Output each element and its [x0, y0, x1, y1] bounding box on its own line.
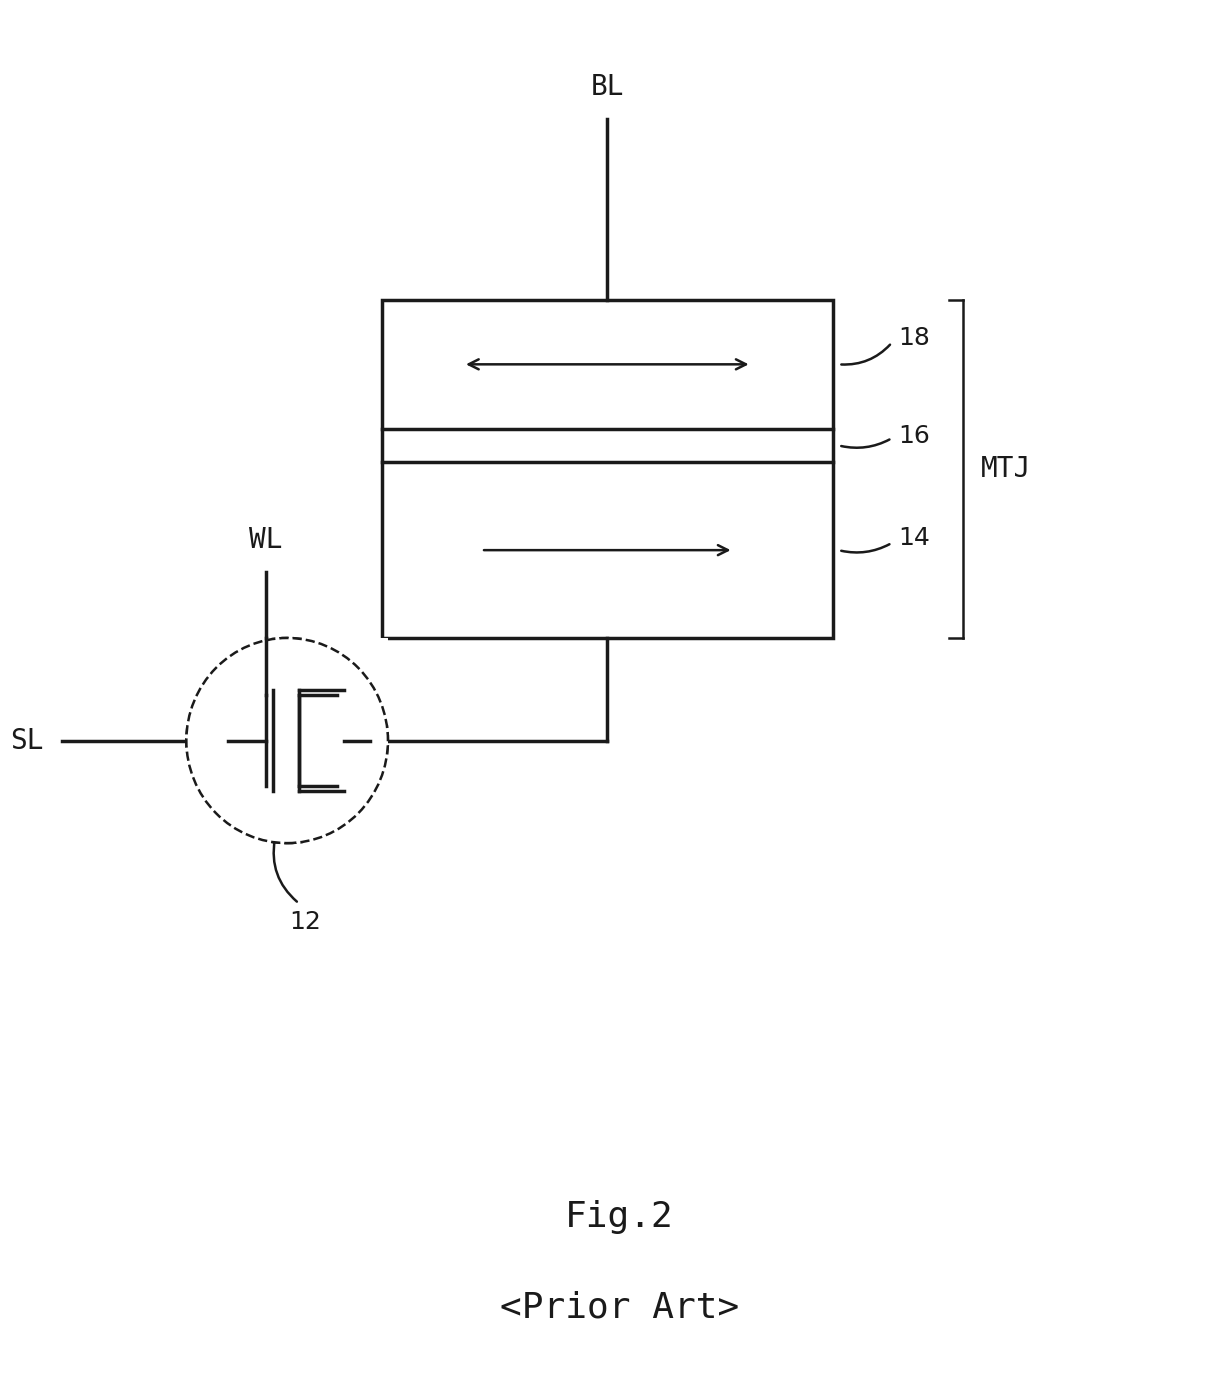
Text: 16: 16	[898, 423, 930, 447]
Text: SL: SL	[11, 727, 44, 755]
Bar	[382, 299, 833, 638]
Text: <Prior Art>: <Prior Art>	[500, 1291, 739, 1325]
Text: 18: 18	[898, 326, 930, 350]
Bar	[187, 638, 388, 843]
Text: MTJ: MTJ	[981, 456, 1031, 483]
Text: WL: WL	[249, 525, 283, 553]
Text: 12: 12	[289, 910, 321, 933]
Text: 14: 14	[898, 527, 930, 550]
Text: BL: BL	[590, 72, 624, 102]
Text: Fig.2: Fig.2	[564, 1201, 674, 1234]
